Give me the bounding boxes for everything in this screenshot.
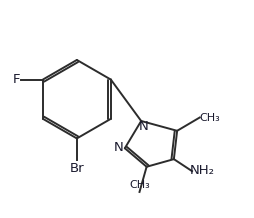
Text: N: N [138, 120, 148, 133]
Text: F: F [12, 73, 20, 86]
Text: NH₂: NH₂ [190, 164, 215, 177]
Text: CH₃: CH₃ [200, 112, 220, 123]
Text: N: N [113, 141, 123, 154]
Text: CH₃: CH₃ [129, 181, 150, 190]
Text: Br: Br [70, 162, 84, 175]
